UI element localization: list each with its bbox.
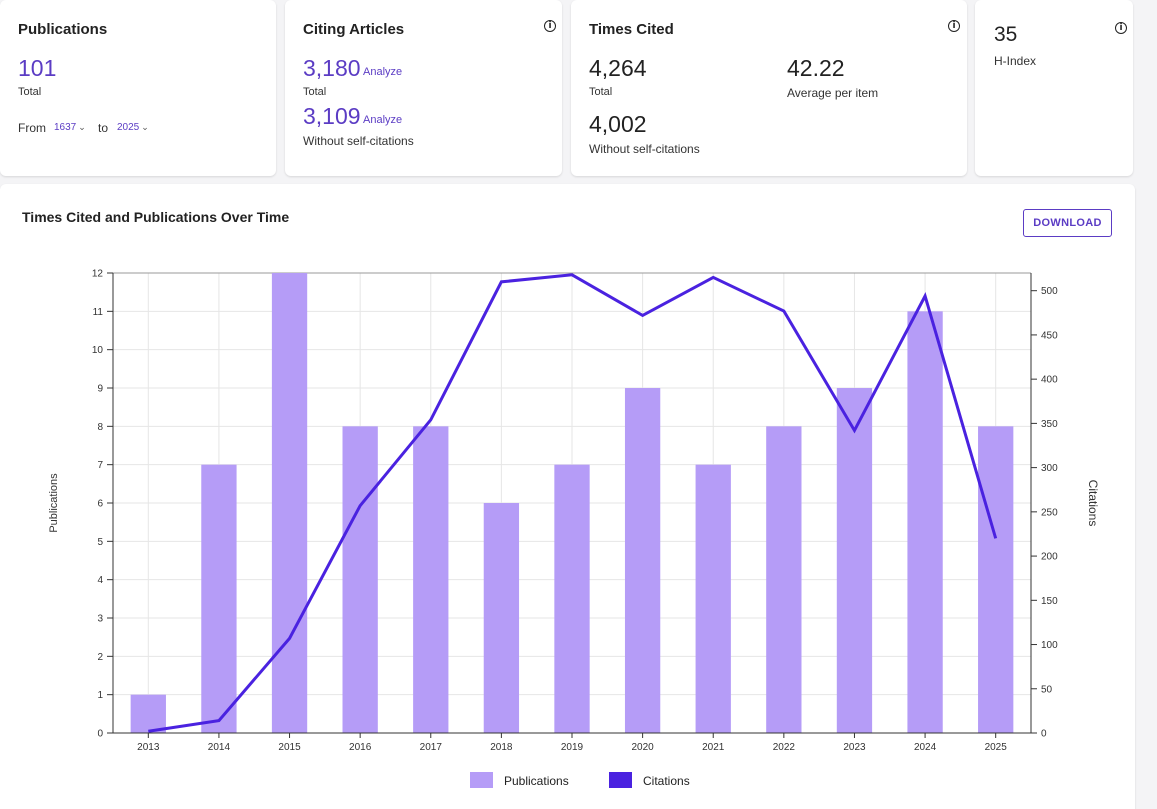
from-year-value: 1637 [54, 122, 77, 133]
chevron-down-icon: ⌄ [141, 122, 149, 132]
info-icon[interactable]: i [544, 20, 556, 32]
to-year-value: 2025 [117, 122, 140, 133]
chevron-down-icon: ⌄ [78, 122, 86, 132]
citing-articles-card: Citing Articles i 3,180 Analyze Total 3,… [285, 0, 562, 176]
analyze-citing-link[interactable]: Analyze [363, 66, 403, 78]
from-year-select[interactable]: 1637 ⌄ [54, 122, 86, 133]
analyze-without-self-link[interactable]: Analyze [363, 114, 403, 126]
info-icon[interactable]: i [1115, 22, 1127, 34]
times-cited-title: Times Cited [589, 21, 674, 38]
info-icon[interactable]: i [948, 20, 960, 32]
chart-card [0, 184, 1135, 809]
average-per-item-label: Average per item [787, 86, 879, 100]
h-index-value: 35 [994, 23, 1018, 46]
average-per-item: 42.22 [787, 55, 845, 81]
citing-total-label: Total [303, 86, 327, 98]
publications-total[interactable]: 101 [18, 55, 57, 81]
times-cited-total: 4,264 [589, 55, 647, 81]
citing-without-self[interactable]: 3,109 [303, 103, 361, 129]
times-cited-total-label: Total [589, 86, 613, 98]
times-cited-card: Times Cited i 4,264 Total 42.22 Average … [571, 0, 967, 176]
download-button[interactable]: DOWNLOAD [1023, 209, 1112, 237]
times-cited-without-self: 4,002 [589, 111, 647, 137]
from-label: From [18, 121, 46, 135]
citing-without-self-label: Without self-citations [303, 134, 414, 148]
publications-title: Publications [18, 21, 108, 38]
times-cited-without-self-label: Without self-citations [589, 142, 700, 156]
h-index-card: 35 i H-Index [975, 0, 1133, 176]
citing-articles-title: Citing Articles [303, 21, 405, 38]
to-year-select[interactable]: 2025 ⌄ [117, 122, 149, 133]
h-index-label: H-Index [994, 54, 1037, 68]
citing-total[interactable]: 3,180 [303, 55, 361, 81]
chart-title: Times Cited and Publications Over Time [22, 209, 290, 225]
to-label: to [98, 121, 109, 135]
publications-total-label: Total [18, 86, 42, 98]
publications-card: Publications 101 Total From 1637 ⌄ to 202… [0, 0, 276, 176]
